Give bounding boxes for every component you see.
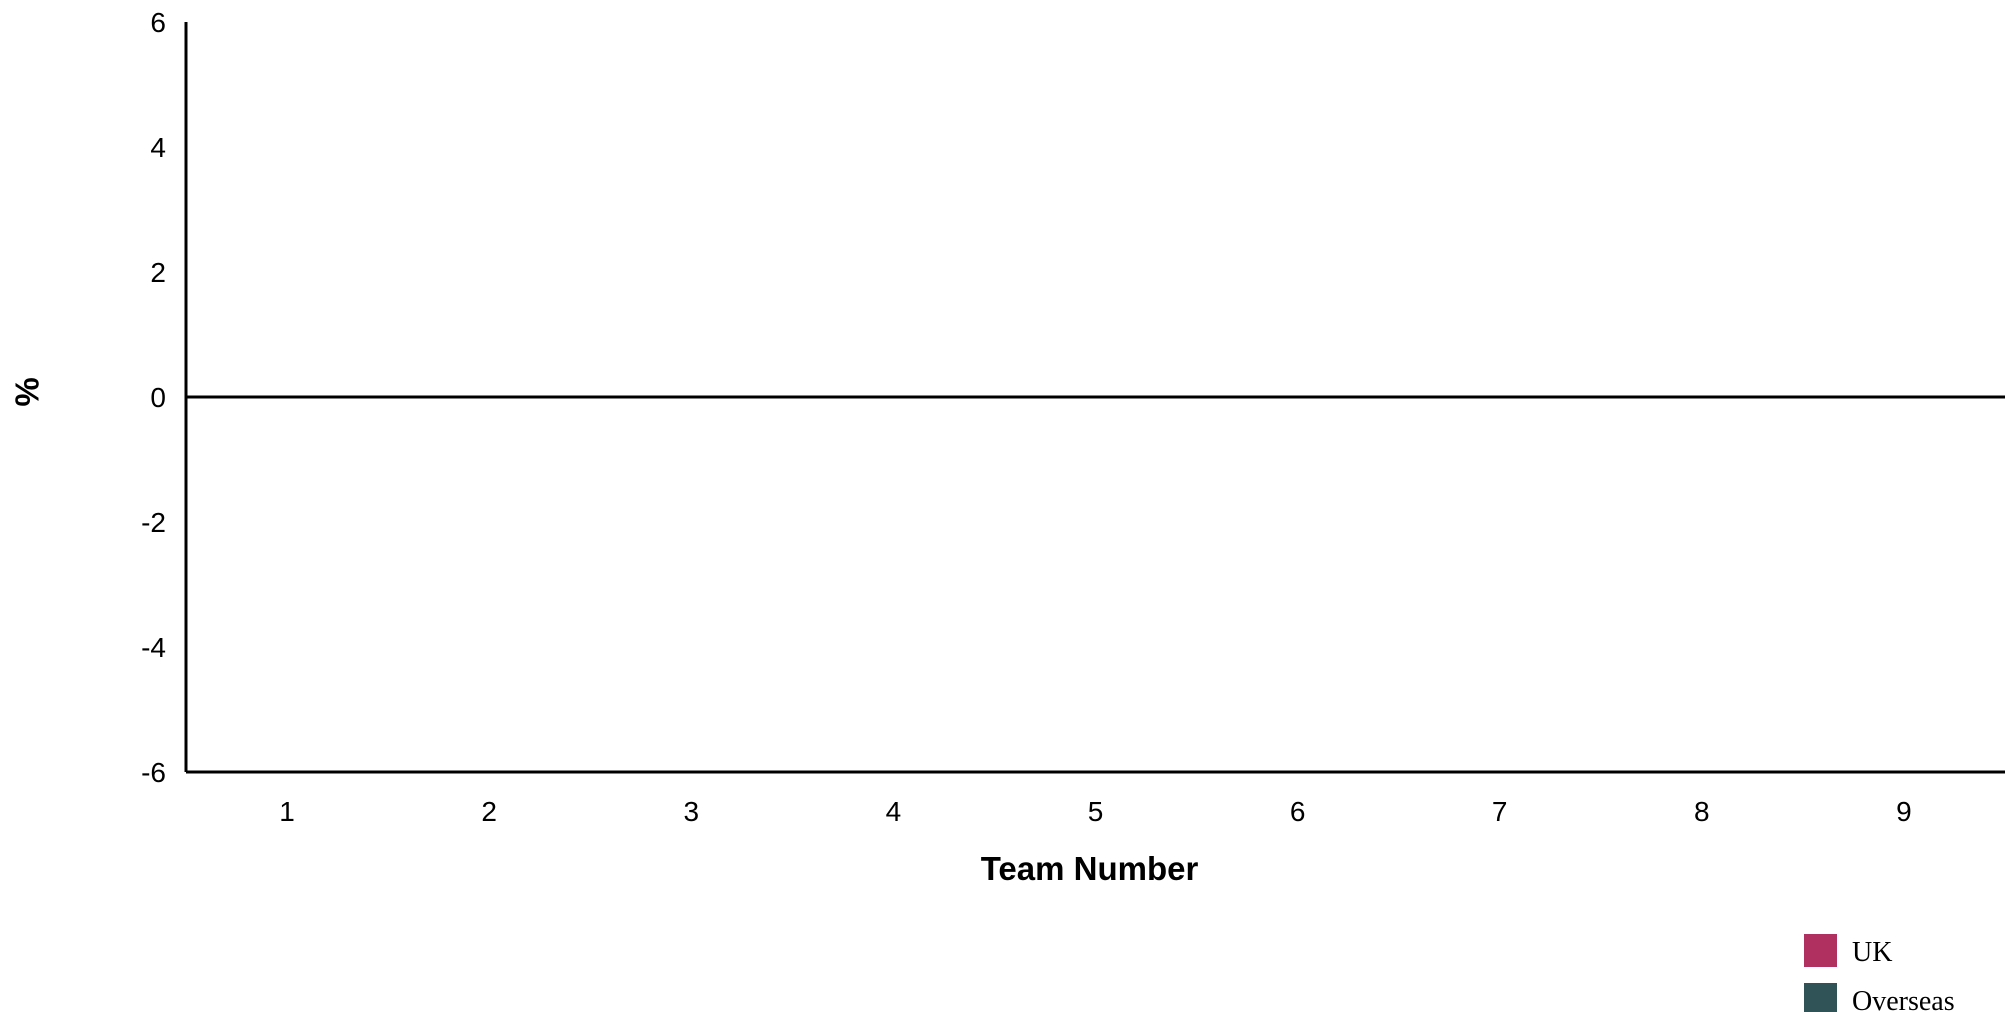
x-tick-label: 5 <box>1088 796 1104 827</box>
y-tick-label: 0 <box>150 382 166 413</box>
y-tick-labels: 6 4 2 0 -2 -4 -6 <box>141 7 166 788</box>
x-tick-label: 8 <box>1694 796 1710 827</box>
x-tick-label: 9 <box>1896 796 1912 827</box>
x-axis-title: Team Number <box>981 850 1199 887</box>
y-tick-label: -4 <box>141 632 166 663</box>
legend: UK Overseas <box>1804 934 1955 1012</box>
legend-label: Overseas <box>1852 986 1955 1012</box>
x-tick-label: 7 <box>1492 796 1508 827</box>
legend-label: UK <box>1852 937 1892 968</box>
y-tick-label: 6 <box>150 7 166 38</box>
x-tick-labels: 1 2 3 4 5 6 7 8 9 <box>279 796 1911 827</box>
y-tick-label: -6 <box>141 757 166 788</box>
legend-swatch <box>1804 934 1837 967</box>
y-tick-label: -2 <box>141 507 166 538</box>
y-tick-label: 4 <box>150 132 166 163</box>
x-tick-label: 1 <box>279 796 295 827</box>
y-axis-title: % <box>9 377 46 406</box>
legend-swatch <box>1804 983 1837 1012</box>
x-tick-label: 2 <box>481 796 497 827</box>
y-tick-label: 2 <box>150 257 166 288</box>
x-tick-label: 6 <box>1290 796 1306 827</box>
x-tick-label: 3 <box>683 796 699 827</box>
x-tick-label: 4 <box>886 796 902 827</box>
